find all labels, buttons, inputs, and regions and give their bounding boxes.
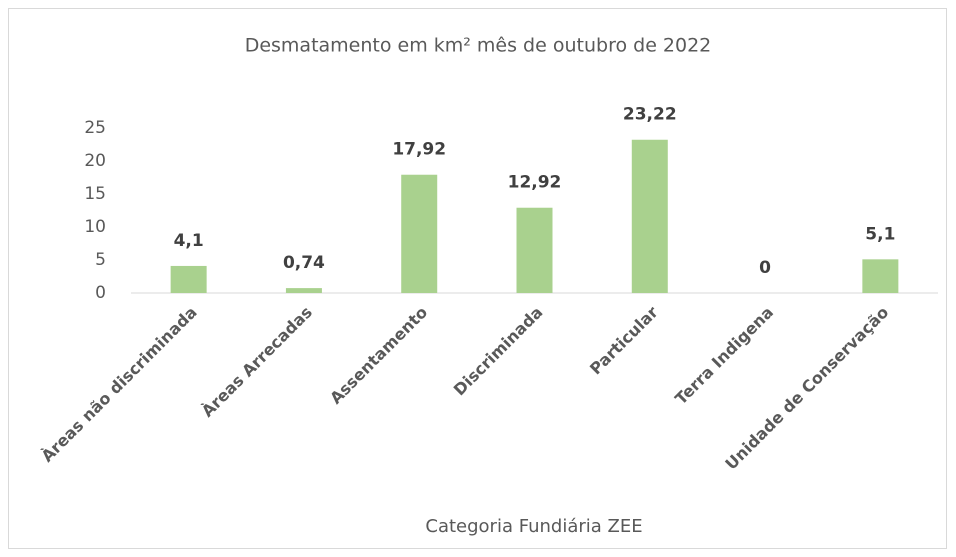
bar xyxy=(285,288,322,293)
value-label: 4,1 xyxy=(174,231,204,251)
bar xyxy=(862,259,899,293)
y-tick-label: 20 xyxy=(84,151,106,171)
y-tick-label: 25 xyxy=(84,118,106,138)
chart-border xyxy=(8,8,947,549)
value-label: 23,22 xyxy=(623,105,677,125)
bar xyxy=(401,174,438,293)
bar xyxy=(170,265,207,293)
y-tick-label: 10 xyxy=(84,217,106,237)
chart-title: Desmatamento em km² mês de outubro de 20… xyxy=(245,35,712,57)
value-label: 0 xyxy=(759,258,771,278)
value-label: 17,92 xyxy=(392,140,446,160)
value-label: 0,74 xyxy=(283,253,325,273)
y-tick-label: 5 xyxy=(95,250,106,270)
bar xyxy=(516,207,553,293)
x-axis-label: Categoria Fundiária ZEE xyxy=(425,516,642,537)
y-tick-label: 0 xyxy=(95,283,106,303)
value-label: 5,1 xyxy=(865,224,895,244)
bar xyxy=(631,139,668,293)
value-label: 12,92 xyxy=(508,173,562,193)
y-tick-label: 15 xyxy=(84,184,106,204)
